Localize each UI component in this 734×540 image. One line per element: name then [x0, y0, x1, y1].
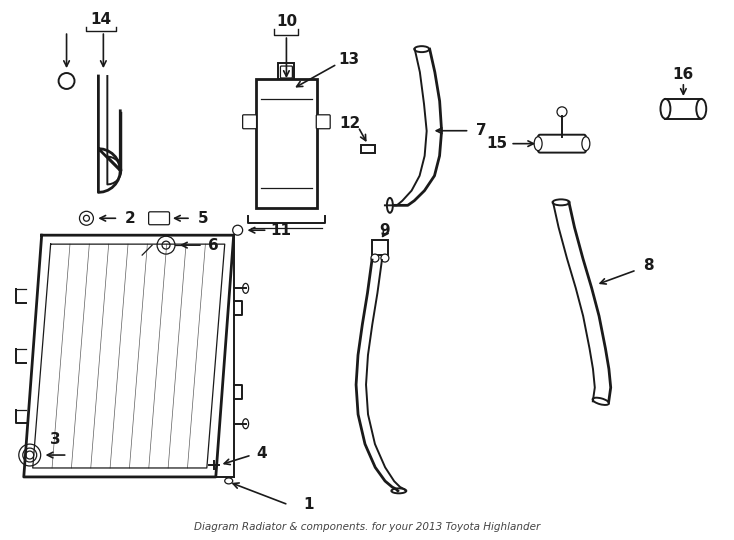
Text: Diagram Radiator & components. for your 2013 Toyota Highlander: Diagram Radiator & components. for your …	[194, 522, 540, 532]
Circle shape	[26, 451, 34, 459]
FancyBboxPatch shape	[316, 115, 330, 129]
Text: 4: 4	[256, 446, 267, 461]
Text: 14: 14	[91, 12, 112, 27]
Ellipse shape	[553, 199, 570, 205]
Text: 15: 15	[487, 136, 508, 151]
Circle shape	[233, 225, 243, 235]
Text: 11: 11	[270, 222, 291, 238]
Text: 5: 5	[197, 211, 208, 226]
Circle shape	[84, 215, 90, 221]
Ellipse shape	[243, 419, 249, 429]
FancyBboxPatch shape	[372, 240, 388, 255]
Ellipse shape	[225, 478, 233, 484]
FancyBboxPatch shape	[280, 66, 292, 78]
Ellipse shape	[582, 137, 590, 151]
Circle shape	[79, 211, 93, 225]
Ellipse shape	[697, 99, 706, 119]
Circle shape	[557, 107, 567, 117]
Ellipse shape	[661, 99, 670, 119]
Text: 6: 6	[208, 238, 219, 253]
Text: 1: 1	[303, 497, 313, 512]
Ellipse shape	[534, 137, 542, 151]
FancyBboxPatch shape	[255, 79, 317, 208]
Ellipse shape	[391, 488, 407, 494]
FancyBboxPatch shape	[148, 212, 170, 225]
Text: 8: 8	[643, 258, 654, 273]
Ellipse shape	[592, 397, 609, 405]
Circle shape	[162, 241, 170, 249]
Text: 7: 7	[476, 123, 487, 138]
Circle shape	[23, 448, 37, 462]
FancyBboxPatch shape	[243, 115, 257, 129]
Ellipse shape	[414, 46, 429, 52]
Circle shape	[381, 254, 389, 262]
Text: 16: 16	[673, 66, 694, 82]
Circle shape	[371, 254, 379, 262]
Text: 2: 2	[125, 211, 136, 226]
FancyBboxPatch shape	[361, 145, 375, 153]
Text: 12: 12	[339, 116, 360, 131]
Circle shape	[19, 444, 40, 466]
Text: 13: 13	[338, 52, 360, 66]
FancyBboxPatch shape	[278, 63, 294, 79]
FancyBboxPatch shape	[538, 134, 586, 153]
Ellipse shape	[243, 284, 249, 293]
Circle shape	[157, 236, 175, 254]
Circle shape	[59, 73, 75, 89]
Text: 9: 9	[379, 222, 390, 238]
Text: 10: 10	[276, 14, 297, 29]
Text: 3: 3	[51, 431, 61, 447]
Ellipse shape	[387, 198, 393, 213]
